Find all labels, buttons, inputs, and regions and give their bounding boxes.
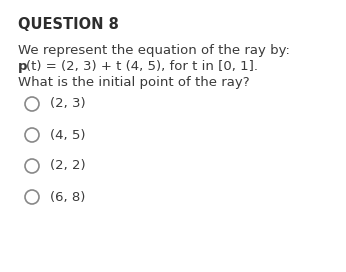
- Text: (4, 5): (4, 5): [50, 128, 85, 141]
- Text: We represent the equation of the ray by:: We represent the equation of the ray by:: [18, 44, 290, 57]
- Text: QUESTION 8: QUESTION 8: [18, 17, 119, 32]
- Text: (t) = (2, 3) + t (4, 5), for t in [0, 1].: (t) = (2, 3) + t (4, 5), for t in [0, 1]…: [26, 60, 257, 73]
- Text: (2, 2): (2, 2): [50, 159, 85, 172]
- Text: What is the initial point of the ray?: What is the initial point of the ray?: [18, 76, 249, 89]
- Text: p: p: [18, 60, 27, 73]
- Text: (6, 8): (6, 8): [50, 190, 85, 203]
- Text: (2, 3): (2, 3): [50, 97, 85, 110]
